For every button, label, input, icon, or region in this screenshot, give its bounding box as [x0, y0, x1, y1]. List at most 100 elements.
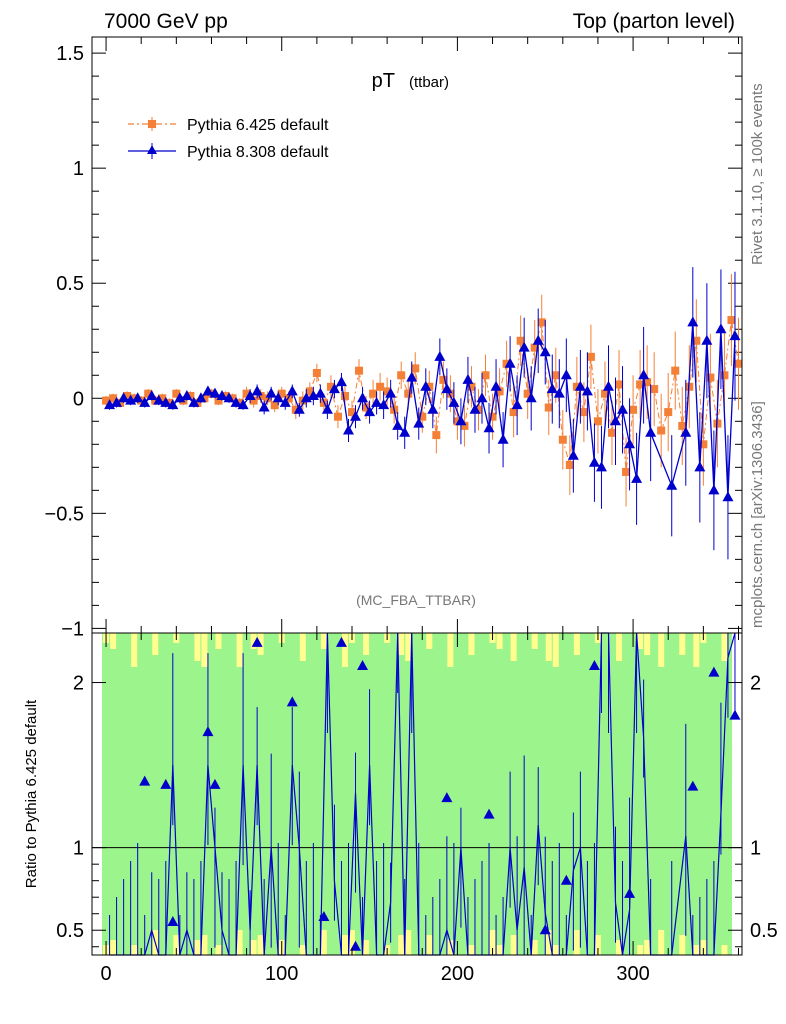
- pythia8-point: [209, 387, 221, 398]
- pythia8-point: [272, 392, 284, 403]
- ratio-yellow-band: [152, 633, 159, 655]
- ratio-yellow-band: [721, 633, 728, 661]
- pythia6-point: [460, 421, 469, 430]
- pythia6-point: [186, 391, 195, 400]
- pythia8-point: [462, 373, 474, 384]
- pythia6-point: [650, 385, 659, 394]
- ratio-yellow-band: [637, 633, 644, 649]
- pythia6-point: [221, 391, 230, 400]
- pythia8-point: [364, 406, 376, 417]
- ratio-yellow-band: [531, 940, 538, 955]
- pythia8-point: [385, 387, 397, 398]
- ratio-yellow-band: [398, 935, 405, 955]
- ratio-yellow-band: [510, 935, 517, 955]
- ratio-yellow-band: [215, 633, 222, 649]
- pythia8-point: [715, 323, 727, 334]
- pythia6-point: [467, 382, 476, 391]
- pythia6-point: [586, 352, 595, 361]
- pythia6-point: [418, 412, 427, 421]
- ratio-pythia8-point: [139, 775, 151, 786]
- pythia8-point: [694, 461, 706, 472]
- ratio-yellow-band: [545, 930, 552, 955]
- pythia6-point: [678, 421, 687, 430]
- pythia6-point: [432, 431, 441, 440]
- pythia6-point: [158, 394, 167, 403]
- ratio-x-tick-label: 200: [441, 963, 474, 985]
- ratio-yellow-band: [349, 930, 355, 955]
- ratio-yellow-band: [693, 945, 700, 955]
- pythia8-point: [631, 472, 643, 483]
- pythia8-point: [293, 403, 305, 414]
- pythia6-point: [340, 391, 349, 400]
- pythia6-point: [516, 336, 525, 345]
- pythia8-point: [497, 433, 509, 444]
- ratio-yellow-band: [644, 940, 651, 955]
- ratio-yellow-band: [201, 633, 208, 667]
- main-y-tick-label: 0.5: [56, 273, 84, 295]
- pythia8-point: [153, 394, 165, 405]
- ratio-y-axis-label: Ratio to Pythia 6.425 default: [23, 699, 40, 888]
- pythia8-point: [525, 392, 537, 403]
- pythia6-point: [537, 318, 546, 327]
- ratio-x-tick-labels: 0 100 200 300: [100, 963, 649, 985]
- pythia8-point: [539, 346, 551, 357]
- pythia8-point: [406, 371, 418, 382]
- ratio-x-tick-label: 300: [616, 963, 649, 985]
- pythia8-point: [371, 396, 383, 407]
- pythia6-point: [242, 389, 251, 398]
- pythia8-point: [216, 389, 228, 400]
- ratio-pythia8-point: [560, 874, 572, 885]
- pythia6-point: [608, 428, 616, 437]
- main-y-tick-label: −1: [61, 618, 84, 640]
- ratio-yellow-band: [700, 940, 707, 955]
- pythia6-point: [629, 405, 638, 414]
- pythia6-point: [362, 403, 371, 412]
- ratio-yellow-band: [201, 935, 208, 955]
- ratio-yellow-band: [250, 633, 257, 649]
- main-y-tick-label: −0.5: [45, 503, 84, 525]
- pythia8-point: [617, 403, 629, 414]
- pythia8-point: [132, 392, 144, 403]
- pythia6-point: [439, 375, 448, 384]
- pythia6-point: [572, 382, 581, 391]
- pythia6-point: [130, 394, 139, 403]
- pythia8-point: [237, 399, 249, 410]
- pythia8-point: [441, 383, 453, 394]
- legend-entry-pythia6: Pythia 6.425 default: [128, 117, 329, 134]
- pythia6-point: [502, 359, 511, 368]
- header-process-label: Top (parton level): [573, 10, 735, 33]
- ratio-pythia8-point: [335, 636, 347, 647]
- ratio-pythia8-point: [167, 915, 179, 926]
- ratio-yellow-band: [320, 930, 327, 955]
- pythia8-point: [602, 380, 614, 391]
- pythia6-point: [565, 461, 574, 470]
- pythia6-point: [474, 405, 483, 414]
- pythia6-point: [200, 394, 209, 403]
- main-y-tick-label: 1: [73, 158, 84, 180]
- main-axis-ticks: [92, 37, 742, 633]
- ratio-yellow-band: [405, 633, 412, 661]
- pythia8-point: [546, 383, 558, 394]
- pythia8-point: [567, 449, 579, 460]
- ratio-pythia8-point: [708, 666, 720, 677]
- ratio-yellow-band: [398, 633, 405, 655]
- pythia6-point: [404, 389, 413, 398]
- pythia6-point: [558, 435, 567, 444]
- ratio-yellow-band: [173, 935, 180, 955]
- ratio-yellow-band: [531, 633, 538, 649]
- pythia8-point: [483, 422, 495, 433]
- main-title: pT: [372, 70, 395, 92]
- ratio-yellow-band: [637, 945, 644, 955]
- ratio-panel-frame: [91, 632, 743, 956]
- pythia6-point: [109, 394, 118, 403]
- ratio-yellow-band: [658, 930, 665, 955]
- main-panel: −1 −0.5 0 0.5 1 1.5 pT (ttbar) (MC_FBA_TTBAR)…: [45, 36, 743, 640]
- ratio-data-layer: [109, 632, 741, 956]
- ratio-y-tick-label-left: 1: [73, 838, 84, 860]
- ratio-yellow-band: [552, 633, 559, 667]
- pythia6-point: [509, 408, 518, 417]
- pythia8-point: [518, 341, 530, 352]
- pythia6-point: [411, 364, 420, 373]
- ratio-yellow-band: [468, 633, 475, 655]
- pythia8-point: [687, 316, 699, 327]
